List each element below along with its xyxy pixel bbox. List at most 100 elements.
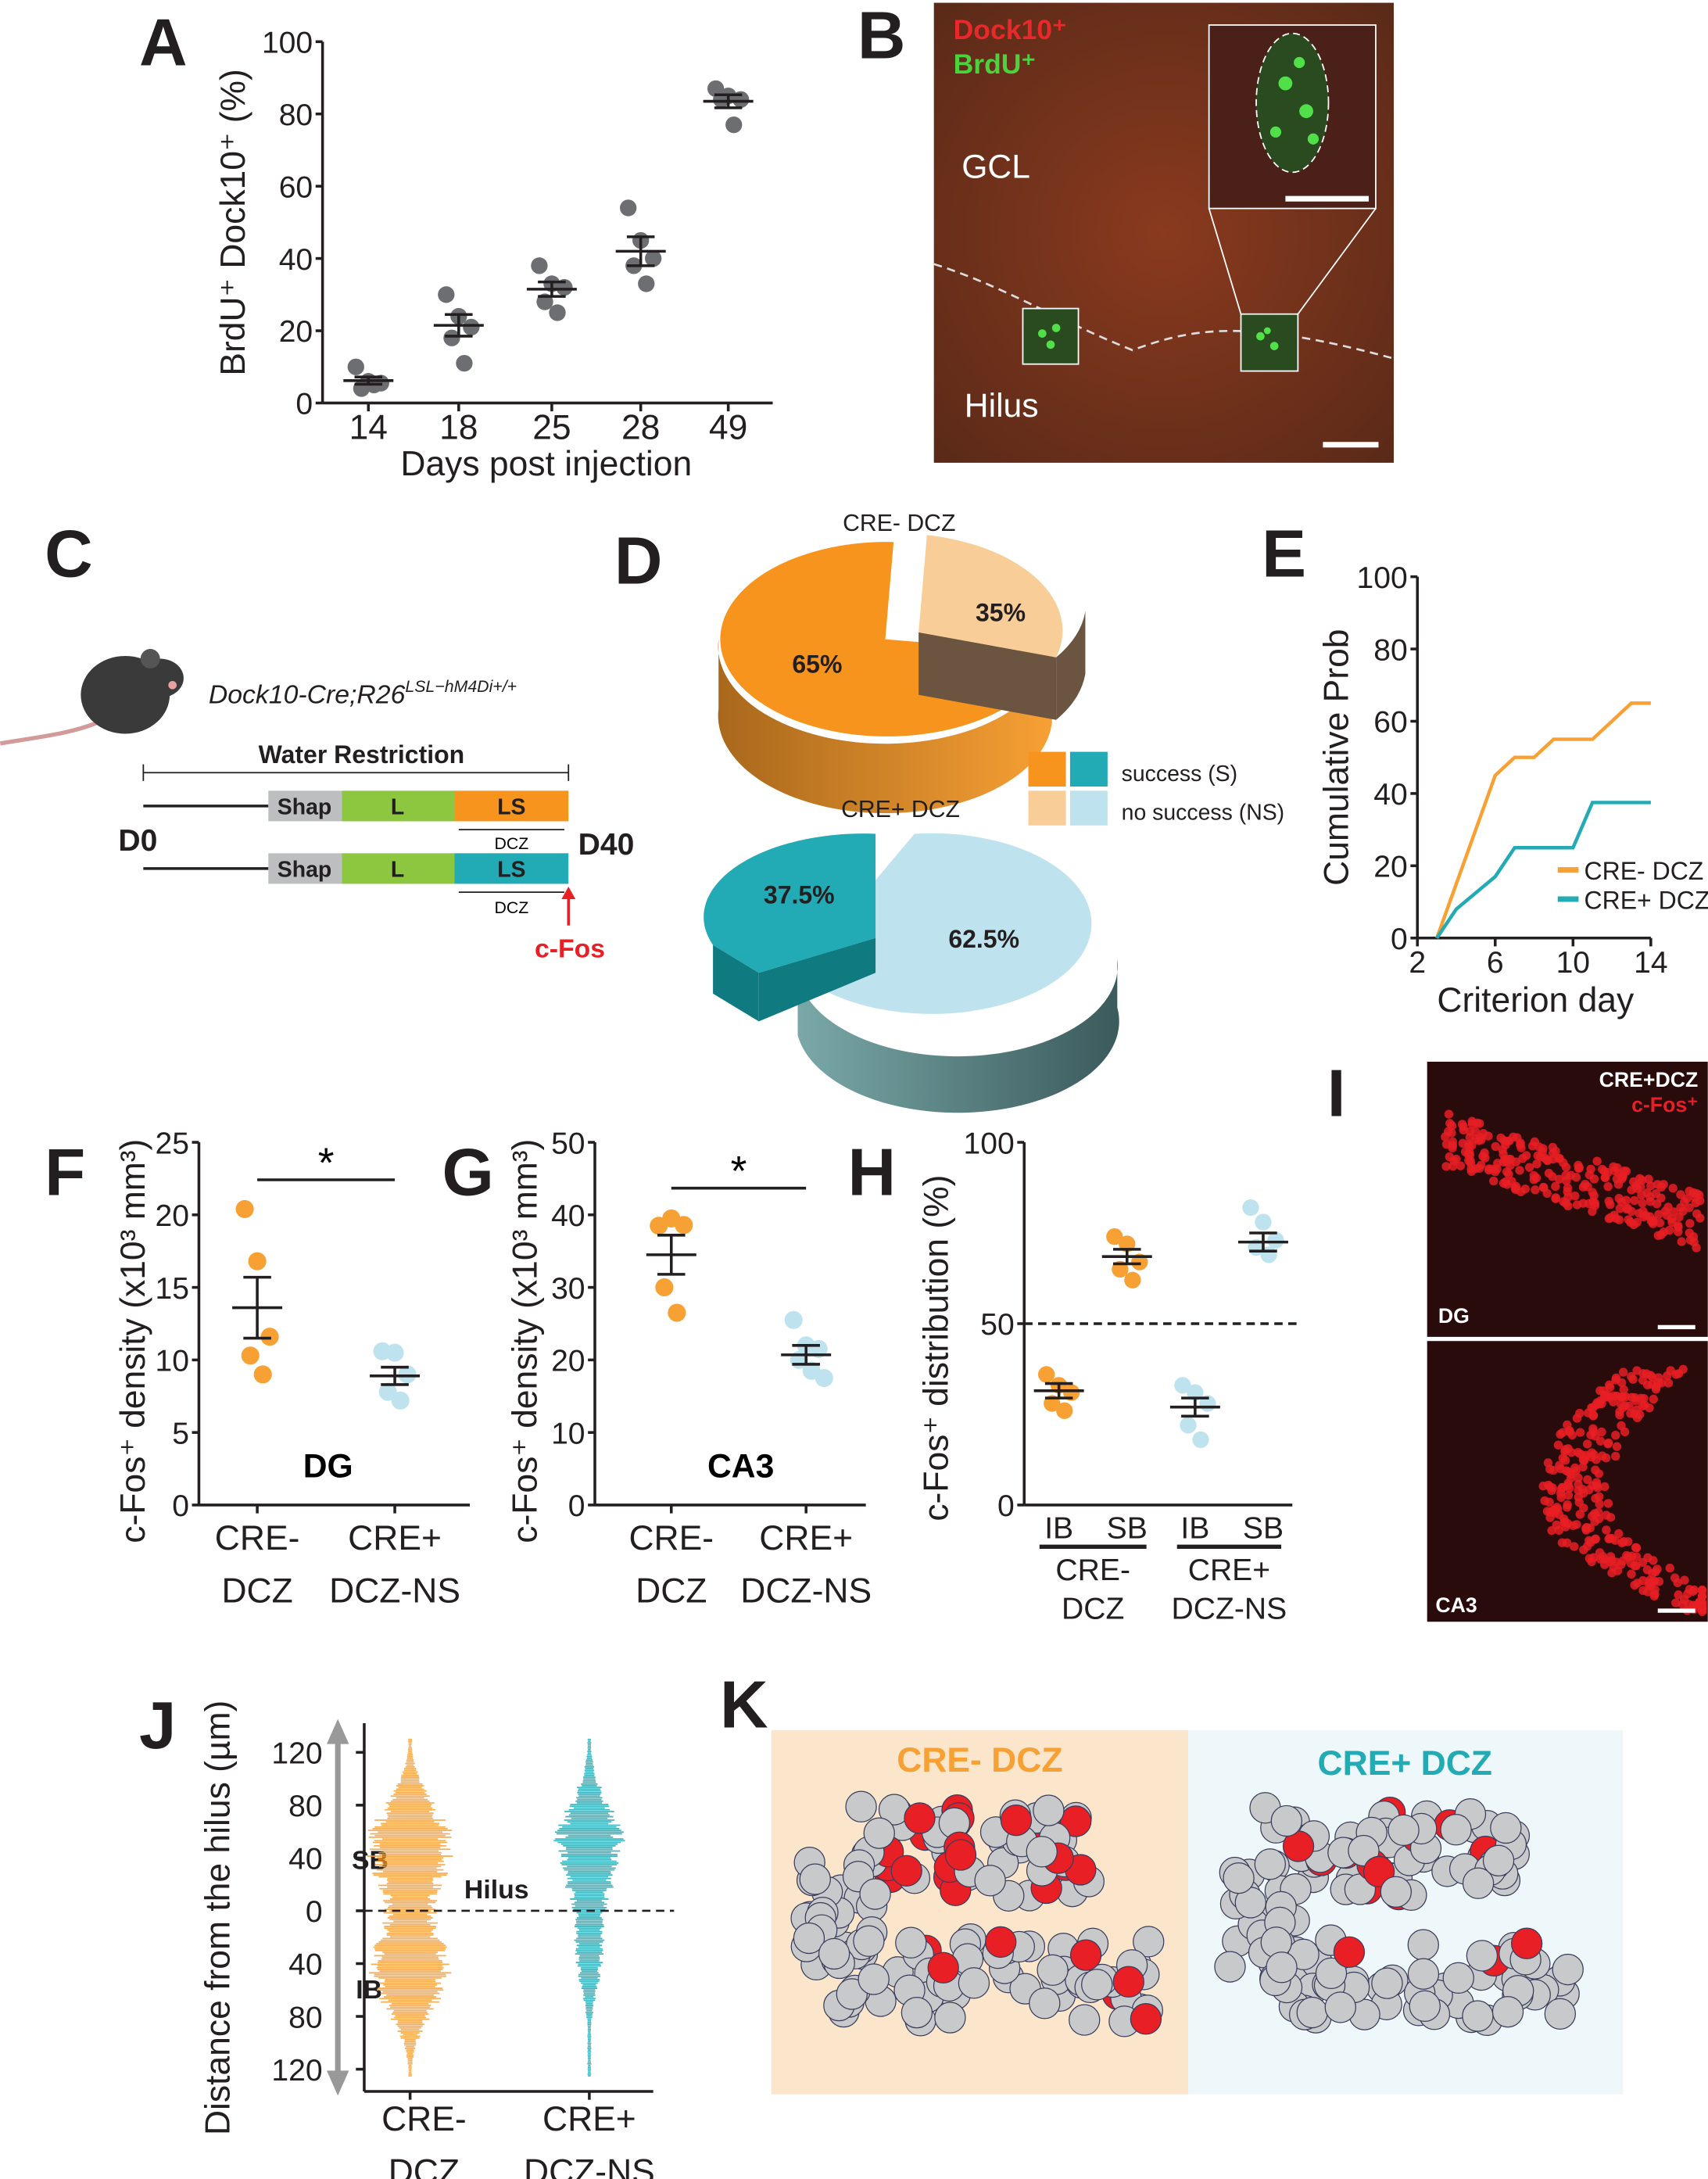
x-tick-label: 25 xyxy=(532,409,571,447)
cfos-cell xyxy=(1463,1149,1473,1159)
cfos-cell xyxy=(1600,1482,1610,1492)
y-tick-label: 0 xyxy=(568,1489,585,1523)
y-tick-label: 40 xyxy=(288,1948,322,1982)
data-point xyxy=(235,1199,254,1218)
cell xyxy=(1000,1804,1033,1837)
data-point xyxy=(438,286,455,303)
cfos-cell xyxy=(1678,1600,1688,1609)
cell xyxy=(1409,1990,1441,2023)
cfos-cell xyxy=(1630,1580,1639,1590)
y-axis-label: Distance from the hilus (µm) xyxy=(199,1701,238,2135)
cfos-cell xyxy=(1627,1569,1636,1579)
significance-star: * xyxy=(731,1149,747,1195)
panel-label-b: B xyxy=(858,0,906,73)
cfos-cell xyxy=(1553,1440,1563,1450)
cfos-cell xyxy=(1554,1174,1564,1184)
cell xyxy=(799,1863,831,1895)
pie2-slice-success xyxy=(704,833,876,973)
cfos-cell xyxy=(1551,1194,1560,1203)
cfos-cell xyxy=(1577,1485,1588,1494)
pie1-title: CRE- DCZ xyxy=(843,511,955,536)
cfos-cell xyxy=(1674,1590,1683,1600)
cfos-cell xyxy=(1685,1228,1694,1238)
cell xyxy=(1462,2000,1494,2032)
cfos-cell xyxy=(1458,1138,1467,1149)
cell xyxy=(1081,1969,1113,2001)
cfos-cell xyxy=(1578,1182,1588,1192)
x-tick-label: DCZ xyxy=(221,1572,292,1610)
panel-label-e: E xyxy=(1262,518,1306,592)
y-tick-label: 0 xyxy=(997,1489,1015,1523)
cfos-cell xyxy=(1651,1189,1661,1199)
y-tick-label: 15 xyxy=(156,1272,189,1306)
pie1-slice-nosuccess xyxy=(918,535,1063,658)
x-tick-label: DCZ-NS xyxy=(329,1572,460,1610)
cfos-cell xyxy=(1556,1429,1565,1439)
cfos-cell xyxy=(1628,1374,1638,1384)
x-tick-label: CRE- xyxy=(381,2100,467,2138)
cfos-cell xyxy=(1671,1370,1681,1379)
legend-nosuccess: no success (NS) xyxy=(1122,801,1285,826)
series-line-cre-plus xyxy=(1435,801,1651,940)
cell xyxy=(904,1802,936,1834)
cfos-cell xyxy=(1524,1163,1534,1172)
x-tick-label: 6 xyxy=(1487,946,1504,980)
y-axis-label: c-Fos⁺ density (x10³ mm³) xyxy=(114,1139,152,1543)
cfos-cell xyxy=(1617,1538,1627,1548)
cfos-cell xyxy=(1602,1525,1611,1535)
cfos-cell xyxy=(1611,1451,1620,1461)
cfos-cell xyxy=(1459,1125,1468,1134)
cfos-cell xyxy=(1694,1190,1704,1200)
cfos-cell xyxy=(1513,1133,1522,1142)
cell xyxy=(1315,1957,1348,1990)
genotype-superscript: LSL−hM4Di+/+ xyxy=(405,677,517,696)
bar-ls-1: LS xyxy=(497,795,525,820)
cell xyxy=(1491,1995,1524,2028)
cfos-cell xyxy=(1618,1556,1627,1566)
region-label: CA3 xyxy=(707,1447,774,1485)
pie-cre-minus: CRE- DCZ 65% 35% xyxy=(718,511,1086,814)
label-dock10: Dock10⁺ xyxy=(954,14,1067,45)
cfos-cell xyxy=(1607,1568,1617,1578)
cfos-cell xyxy=(1591,1534,1600,1543)
data-point xyxy=(725,116,743,134)
cfos-cell xyxy=(1621,1195,1631,1205)
group-label: DCZ xyxy=(1062,1593,1124,1626)
cfos-cell xyxy=(1630,1561,1639,1571)
cfos-cell xyxy=(1652,1564,1662,1574)
cfos-cell xyxy=(1649,1216,1658,1225)
cfos-cell xyxy=(1560,1447,1570,1457)
cfos-cell xyxy=(1586,1430,1595,1439)
y-tick-label: 20 xyxy=(279,315,313,349)
x-tick-label: CRE+ xyxy=(348,1519,442,1557)
cfos-cell xyxy=(1631,1543,1641,1553)
cell xyxy=(1029,1987,1061,2020)
cfos-cell xyxy=(1594,1507,1603,1517)
cell xyxy=(901,1997,933,2029)
cfos-cell xyxy=(1582,1522,1592,1532)
genotype-text: Dock10-Cre;R26 xyxy=(209,679,406,709)
cell xyxy=(1296,1996,1328,2029)
cfos-cell xyxy=(1612,1174,1622,1184)
cfos-cell xyxy=(1563,1183,1573,1193)
x-tick-label: SB xyxy=(1243,1512,1284,1546)
cfos-cell xyxy=(1491,1141,1500,1152)
cell xyxy=(1466,1940,1499,1972)
cfos-cell xyxy=(1662,1371,1672,1381)
cfos-cell xyxy=(1614,1194,1624,1203)
cfos-cell xyxy=(1443,1127,1453,1137)
panel-label-j: J xyxy=(139,1689,176,1763)
cfos-cell xyxy=(1612,1442,1622,1451)
y-tick-label: 10 xyxy=(156,1345,189,1378)
significance-star: * xyxy=(318,1140,335,1186)
group-label: CRE+ xyxy=(1188,1554,1270,1587)
i-marker: c-Fos⁺ xyxy=(1631,1093,1698,1116)
i-ca3: CA3 xyxy=(1435,1593,1477,1617)
x-tick-label: 18 xyxy=(439,409,478,447)
cfos-cell xyxy=(1654,1210,1663,1219)
cell xyxy=(1482,1844,1515,1876)
cfos-cell xyxy=(1639,1393,1649,1403)
cfos-cell xyxy=(1602,1511,1611,1520)
x-tick-label: DCZ xyxy=(636,1572,707,1610)
